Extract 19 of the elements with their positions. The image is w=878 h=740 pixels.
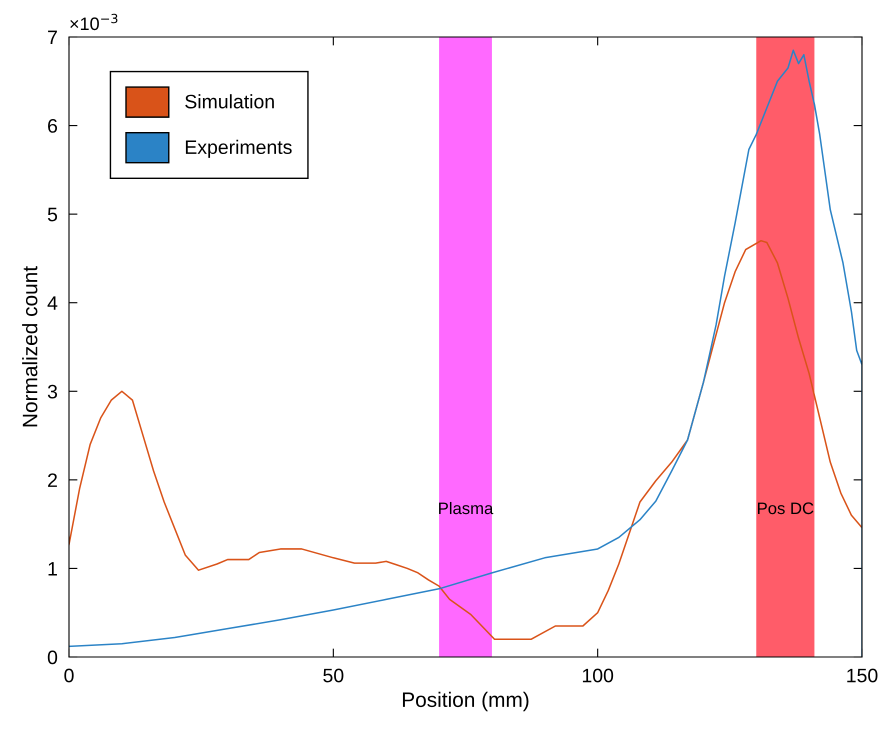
y-tick-label: 7	[48, 30, 57, 44]
y-tick-label: 1	[48, 562, 57, 576]
y-axis-title: Normalized count	[22, 266, 38, 426]
legend-label: Experiments	[186, 140, 292, 158]
y-tick-label: 0	[48, 650, 58, 664]
band-label: Pos DC	[758, 502, 814, 514]
y-tick-label: 4	[48, 296, 58, 310]
x-tick-label: 50	[323, 668, 344, 682]
line-series	[69, 240, 862, 640]
y-tick-label: 2	[48, 473, 57, 487]
x-tick-label: 150	[847, 668, 878, 682]
legend-label: Simulation	[185, 94, 274, 108]
x-axis-title: Position (mm)	[402, 692, 528, 712]
y-tick-label: 5	[48, 208, 58, 222]
x-tick-label: 100	[582, 668, 614, 682]
y-tick-label: 3	[48, 384, 58, 399]
text: ×10$^{−3}$	[70, 14, 118, 30]
y-tick-label: 6	[48, 119, 58, 133]
x-tick-label: 0	[64, 668, 74, 682]
